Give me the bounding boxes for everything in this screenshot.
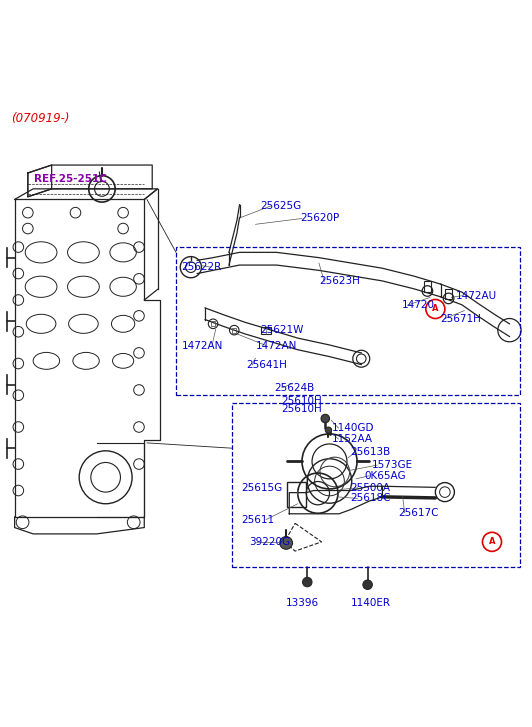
- Text: 25671H: 25671H: [440, 313, 481, 324]
- Text: 1152AA: 1152AA: [332, 434, 373, 444]
- Text: 1472AU: 1472AU: [455, 291, 496, 301]
- Bar: [287, 482, 306, 507]
- Text: 25613B: 25613B: [351, 447, 391, 457]
- Circle shape: [325, 427, 331, 433]
- Text: 25624B: 25624B: [275, 383, 315, 393]
- Text: A: A: [489, 537, 495, 547]
- Text: 39220G: 39220G: [249, 537, 290, 547]
- Text: 25618C: 25618C: [351, 494, 391, 504]
- Circle shape: [483, 532, 502, 551]
- Text: 0K65AG: 0K65AG: [364, 470, 405, 481]
- Text: 1472AN: 1472AN: [181, 340, 223, 350]
- Bar: [261, 327, 271, 334]
- Text: REF.25-251C: REF.25-251C: [34, 174, 107, 184]
- Text: 25610H: 25610H: [281, 404, 321, 414]
- Text: 25615G: 25615G: [242, 483, 283, 493]
- Text: (070919-): (070919-): [11, 112, 69, 125]
- Text: 25611: 25611: [242, 515, 275, 525]
- Bar: [232, 327, 236, 333]
- Text: 14720: 14720: [402, 300, 435, 310]
- Bar: [211, 321, 215, 326]
- Text: 25500A: 25500A: [351, 483, 390, 493]
- Bar: [424, 281, 430, 292]
- Text: 1472AN: 1472AN: [255, 340, 297, 350]
- Text: 1573GE: 1573GE: [372, 460, 413, 470]
- Circle shape: [303, 577, 312, 587]
- Bar: [176, 247, 520, 395]
- Text: 25620P: 25620P: [301, 214, 339, 223]
- Text: 1140GD: 1140GD: [332, 423, 375, 433]
- Text: 25610H: 25610H: [281, 395, 321, 406]
- Text: 25617C: 25617C: [398, 507, 439, 518]
- Text: 25621W: 25621W: [261, 325, 304, 334]
- Circle shape: [280, 537, 293, 550]
- Text: A: A: [432, 305, 438, 313]
- Text: 1140ER: 1140ER: [351, 598, 390, 608]
- Text: 25623H: 25623H: [319, 276, 360, 286]
- Circle shape: [426, 300, 445, 318]
- Text: 25622R: 25622R: [181, 262, 221, 272]
- Bar: [231, 403, 520, 567]
- Bar: [445, 289, 452, 300]
- Text: 25641H: 25641H: [246, 360, 287, 370]
- Text: 13396: 13396: [286, 598, 319, 608]
- Circle shape: [363, 580, 372, 590]
- Text: 25625G: 25625G: [261, 201, 302, 211]
- Circle shape: [321, 414, 329, 423]
